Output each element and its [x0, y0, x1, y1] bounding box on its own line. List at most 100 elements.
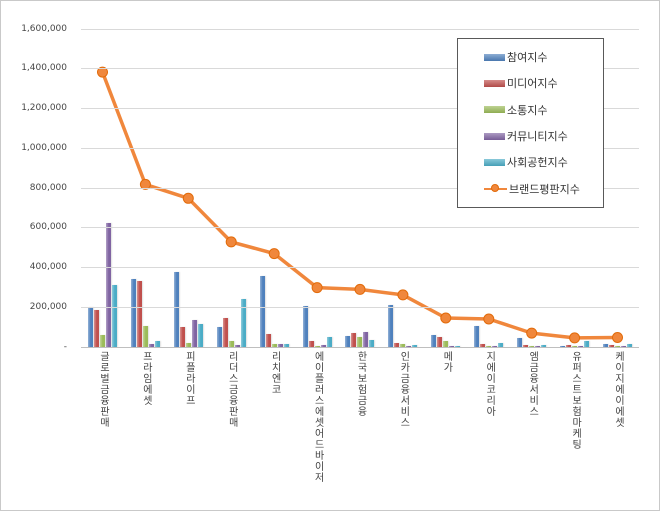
bar-community-index — [191, 319, 197, 347]
bar-social-contribution-index — [111, 285, 117, 347]
bar-communication-index — [185, 342, 191, 347]
x-axis-cell: 리더스금융판매 — [210, 351, 253, 428]
bar-media-index — [265, 333, 271, 347]
legend-item-communication-index: 소통지수 — [484, 102, 599, 118]
legend-item-media-index: 미디어지수 — [484, 75, 599, 91]
bar-participation-index — [173, 272, 179, 347]
x-axis-cell: 리치엔코 — [253, 351, 296, 395]
y-axis-tick-label: 200,000 — [29, 301, 67, 312]
gridline — [81, 108, 639, 109]
y-axis-tick-label: 800,000 — [29, 182, 67, 193]
bar-communication-index — [142, 326, 148, 347]
y-axis-tick-label: - — [63, 341, 67, 352]
x-axis-cell: 프라임에셋 — [124, 351, 167, 406]
gridline — [81, 267, 639, 268]
legend-swatch-participation-index — [484, 53, 505, 61]
bar-community-index — [234, 344, 240, 347]
bar-social-contribution-index — [412, 344, 418, 347]
bar-communication-index — [228, 341, 234, 347]
gridline — [81, 227, 639, 229]
bar-social-contribution-index — [627, 344, 633, 347]
bar-media-index — [93, 310, 99, 347]
x-axis-category-label: 케이지에이에셋 — [612, 351, 624, 428]
x-axis-category-label: 글로벌금융판매 — [97, 351, 109, 428]
legend-label-communication-index: 소통지수 — [507, 103, 548, 117]
y-axis-tick-label: 1,200,000 — [21, 103, 67, 113]
x-axis-category-label: 에이플러스에셋어드바이저 — [312, 351, 324, 483]
gridline — [81, 306, 639, 308]
x-axis-category-label: 메가 — [440, 351, 452, 373]
legend-label-media-index: 미디어지수 — [507, 77, 558, 91]
x-axis-cell: 글로벌금융판매 — [81, 351, 124, 428]
bar-participation-index — [474, 326, 480, 347]
x-axis: 글로벌금융판매 프라임에셋 피플라이프 리더스금융판매 리치엔코 에이플러스에셋어드바이저… — [81, 351, 639, 483]
bar-media-index — [222, 318, 228, 347]
bar-media-index — [480, 344, 486, 347]
bar-social-contribution-index — [584, 341, 590, 347]
bar-community-index — [363, 331, 369, 347]
bar-community-index — [406, 345, 412, 347]
legend-label-community-index: 커뮤니티지수 — [507, 130, 568, 144]
legend-swatch-communication-index — [484, 106, 505, 114]
x-axis-category-label: 리더스금융판매 — [226, 351, 238, 428]
bar-media-index — [351, 333, 357, 347]
y-axis-tick-label: 400,000 — [29, 262, 67, 272]
bar-media-index — [523, 344, 529, 347]
bar-media-index — [566, 345, 572, 347]
legend-item-community-index: 커뮤니티지수 — [484, 128, 599, 144]
bar-community-index — [148, 344, 154, 347]
legend-label-social-contribution-index: 사회공헌지수 — [507, 156, 568, 170]
x-axis-cell: 한국보험금융 — [339, 351, 382, 417]
bar-participation-index — [603, 343, 609, 347]
x-axis-category-label: 프라임에셋 — [140, 351, 152, 406]
legend-item-brand-reputation-index: 브랜드평판지수 — [484, 181, 599, 197]
x-axis-baseline — [81, 346, 639, 348]
bar-community-index — [277, 343, 283, 347]
y-axis-tick-label: 1,400,000 — [21, 63, 67, 74]
x-axis-category-label: 엠금융서비스 — [526, 351, 538, 417]
bar-community-index — [105, 222, 111, 347]
bar-social-contribution-index — [283, 344, 289, 347]
bar-participation-index — [302, 306, 308, 347]
bar-media-index — [136, 281, 142, 347]
bar-social-contribution-index — [326, 337, 332, 347]
bar-social-contribution-index — [369, 339, 375, 347]
bar-participation-index — [87, 307, 93, 347]
bar-social-contribution-index — [197, 324, 203, 347]
x-axis-category-label: 피플라이프 — [183, 351, 195, 406]
legend-label-brand-reputation-index: 브랜드평판지수 — [509, 182, 580, 196]
bar-community-index — [320, 344, 326, 347]
legend-swatch-brand-reputation-index — [484, 184, 507, 193]
bar-social-contribution-index — [498, 343, 504, 347]
legend-swatch-media-index — [484, 79, 505, 87]
legend-marker-dot — [491, 184, 499, 193]
bar-participation-index — [130, 279, 136, 347]
x-axis-cell: 케이지에이에셋 — [596, 351, 639, 428]
bar-media-index — [308, 341, 314, 347]
x-axis-cell: 메가 — [424, 351, 467, 373]
y-axis-tick-label: 1,000,000 — [21, 142, 67, 153]
x-axis-cell: 피플라이프 — [167, 351, 210, 406]
legend-swatch-community-index — [484, 132, 505, 140]
legend-item-participation-index: 참여지수 — [484, 49, 599, 65]
bar-participation-index — [345, 335, 351, 347]
bar-participation-index — [560, 345, 566, 347]
x-axis-cell: 인카금융서비스 — [381, 351, 424, 428]
bar-participation-index — [388, 304, 394, 347]
x-axis-cell: 엠금융서비스 — [510, 351, 553, 417]
x-axis-category-label: 지에이코리아 — [483, 351, 495, 417]
bar-media-index — [179, 327, 185, 347]
bar-communication-index — [99, 334, 105, 347]
gridline — [81, 147, 639, 149]
x-axis-category-label: 한국보험금융 — [354, 351, 366, 417]
bar-participation-index — [216, 327, 222, 347]
bar-social-contribution-index — [541, 345, 547, 347]
bar-communication-index — [443, 341, 449, 347]
legend-swatch-social-contribution-index — [484, 158, 505, 166]
x-axis-cell: 유퍼스트보험마케팅 — [553, 351, 596, 450]
gridline — [81, 187, 639, 189]
bar-communication-index — [271, 344, 277, 347]
y-axis-tick-label: 1,600,000 — [21, 23, 67, 34]
x-axis-category-label: 인카금융서비스 — [397, 351, 409, 428]
